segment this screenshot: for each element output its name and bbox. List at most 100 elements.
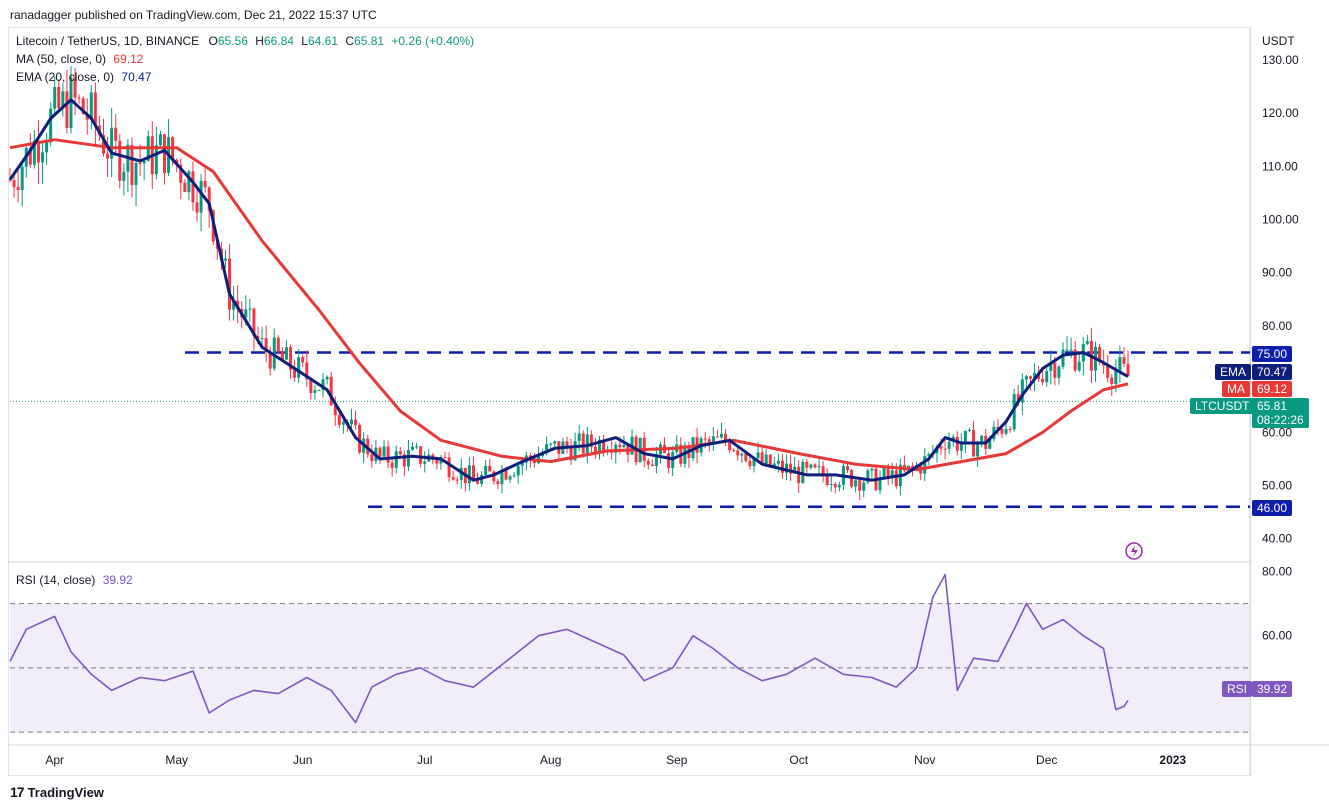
- candle-body: [549, 443, 553, 445]
- close-label: C: [345, 34, 355, 48]
- low-value: 64.61: [307, 34, 339, 48]
- open-value: 65.56: [217, 34, 248, 48]
- ma-axis-tag: MA: [1222, 381, 1250, 397]
- candle-body: [378, 447, 382, 457]
- candle-body: [585, 434, 589, 454]
- candle-body: [138, 162, 142, 164]
- candle-body: [16, 187, 20, 191]
- last-price: 65.81: [1257, 399, 1288, 413]
- candle-body: [89, 92, 93, 120]
- candle-body: [134, 162, 138, 186]
- currency-label: USDT: [1262, 34, 1295, 48]
- candle-body: [142, 160, 146, 164]
- candle-body: [756, 452, 760, 458]
- candle-body: [894, 470, 898, 487]
- candle-body: [394, 451, 398, 468]
- candle-body: [293, 369, 297, 378]
- rsi-label: RSI (14, close): [16, 573, 96, 587]
- candle-body: [471, 465, 475, 479]
- last-price-tag: 65.81 08:22:26: [1252, 398, 1309, 428]
- candle-body: [1122, 357, 1126, 364]
- candle-body: [764, 454, 768, 465]
- tradingview-mark-icon: 17: [10, 784, 25, 800]
- candle-body: [122, 171, 126, 181]
- tradingview-logo[interactable]: 17 TradingView: [10, 784, 104, 800]
- candle-body: [73, 77, 77, 98]
- candle-body: [53, 86, 57, 109]
- candle-body: [191, 171, 195, 203]
- candle-body: [1028, 376, 1032, 379]
- candle-body: [1045, 371, 1049, 383]
- candle-body: [423, 461, 427, 464]
- candle-body: [443, 457, 447, 459]
- alert-icon-ring: [1125, 542, 1143, 560]
- candle-body: [923, 456, 927, 474]
- candle-body: [573, 441, 577, 461]
- price-tick-label: 40.00: [1262, 532, 1292, 546]
- candle-body: [882, 467, 886, 477]
- candle-body: [435, 459, 439, 464]
- price-tick-label: 90.00: [1262, 266, 1292, 280]
- candle-body: [736, 450, 740, 456]
- candle-body: [1049, 362, 1053, 372]
- candle-body: [158, 134, 162, 146]
- candle-body: [1012, 394, 1016, 430]
- candle-body: [833, 484, 837, 488]
- candle-body: [341, 421, 345, 425]
- close-value: 65.81: [354, 34, 385, 48]
- time-tick-label: Nov: [914, 753, 935, 767]
- candle-body: [650, 464, 654, 466]
- time-tick-label: Jul: [417, 753, 432, 767]
- candle-body: [1033, 373, 1037, 379]
- price-tick-label: 120.00: [1262, 106, 1299, 120]
- candle-body: [768, 454, 772, 467]
- candle-body: [724, 433, 728, 442]
- candle-body: [1016, 394, 1020, 403]
- price-tick-label: 60.00: [1262, 425, 1292, 439]
- time-tick-label: Dec: [1036, 753, 1057, 767]
- change-value: +0.26 (+0.40%): [391, 34, 475, 48]
- level-low-tag: 46.00: [1252, 500, 1293, 516]
- candle-body: [45, 142, 49, 153]
- candle-body: [93, 92, 97, 126]
- candle-body: [183, 182, 187, 193]
- candle-body: [187, 171, 191, 193]
- candle-body: [1053, 362, 1057, 378]
- candle-body: [1098, 347, 1102, 362]
- time-tick-label: Oct: [789, 753, 808, 767]
- candle-body: [252, 308, 256, 337]
- candle-body: [809, 464, 813, 468]
- candle-body: [581, 433, 585, 454]
- candle-body: [305, 362, 309, 380]
- candle-body: [390, 462, 394, 468]
- candle-body: [622, 445, 626, 448]
- candle-body: [785, 463, 789, 473]
- candle-body: [947, 441, 951, 449]
- candle-body: [602, 439, 606, 453]
- candle-body: [354, 419, 358, 426]
- ma-axis-value: 69.12: [1252, 381, 1293, 397]
- candle-body: [49, 108, 53, 143]
- price-tick-label: 110.00: [1262, 159, 1298, 173]
- candle-body: [313, 390, 317, 394]
- candle-body: [382, 446, 386, 457]
- symbol-legend: Litecoin / TetherUS, 1D, BINANCE O65.56 …: [16, 34, 474, 48]
- candle-body: [228, 258, 232, 310]
- candle-body: [402, 454, 406, 467]
- candle-body: [858, 480, 862, 491]
- candle-body: [8, 179, 12, 181]
- candle-body: [488, 465, 492, 472]
- alert-lightning-icon: [1125, 542, 1143, 560]
- candle-body: [797, 466, 801, 484]
- ma-legend-value: 69.12: [113, 52, 144, 66]
- rsi-tick-label: 80.00: [1262, 564, 1292, 578]
- candle-body: [569, 447, 573, 461]
- price-tick-label: 100.00: [1262, 213, 1299, 227]
- rsi-line: [9, 573, 1129, 724]
- candle-body: [102, 135, 106, 154]
- candle-body: [32, 140, 36, 165]
- candle-body: [41, 152, 45, 163]
- candle-body: [614, 444, 618, 453]
- candle-body: [317, 390, 321, 392]
